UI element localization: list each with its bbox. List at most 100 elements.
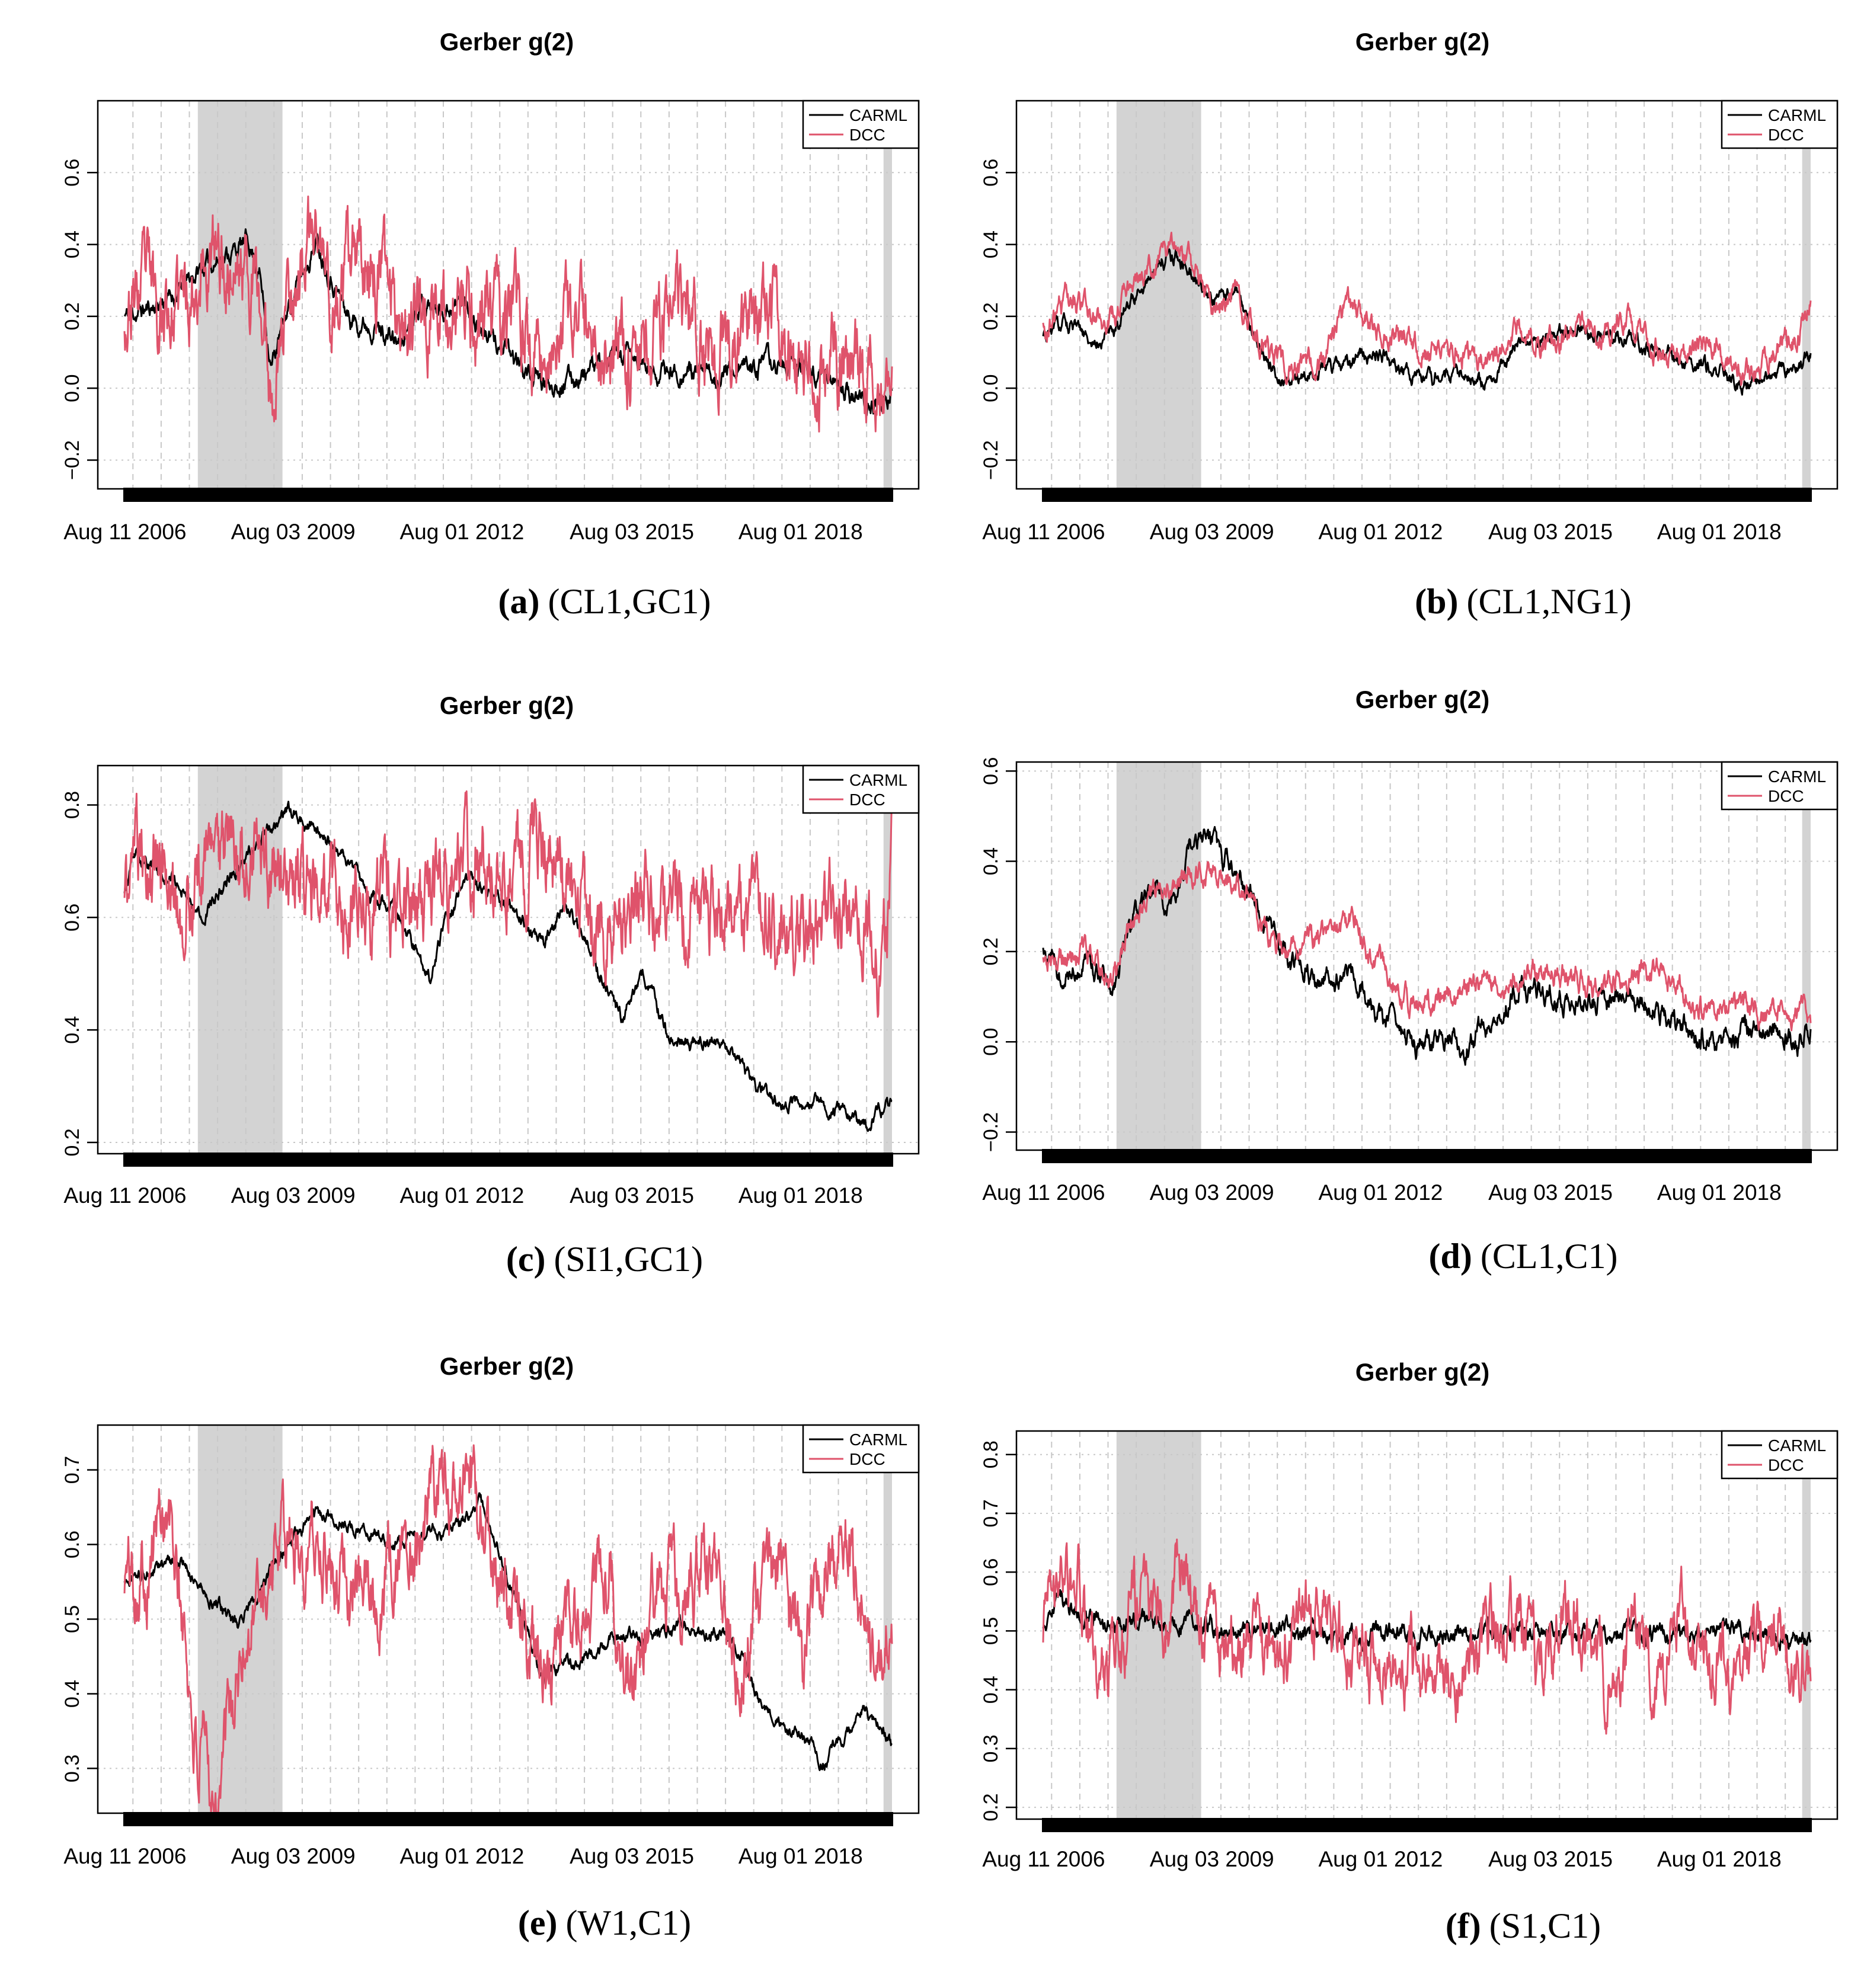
x-tick-label: Aug 03 2009 bbox=[1150, 520, 1274, 544]
series-line-dcc bbox=[1042, 1538, 1812, 1735]
x-tick-label: Aug 01 2012 bbox=[1318, 1180, 1443, 1205]
x-tick-label: Aug 03 2009 bbox=[1150, 1847, 1274, 1871]
x-tick-label: Aug 01 2018 bbox=[738, 1183, 863, 1208]
y-tick-label: −0.2 bbox=[980, 1112, 1002, 1152]
y-tick-label: 0.6 bbox=[61, 1531, 84, 1558]
legend-label-dcc: DCC bbox=[849, 126, 885, 144]
legend-label-dcc: DCC bbox=[1768, 1456, 1804, 1474]
series-line-dcc bbox=[1042, 232, 1812, 386]
series-line-carml bbox=[1042, 826, 1812, 1066]
series-line-dcc bbox=[1042, 861, 1812, 1032]
chart-title: Gerber g(2) bbox=[440, 1352, 574, 1380]
legend-label-carml: CARML bbox=[849, 106, 907, 124]
x-axis-bar bbox=[123, 488, 893, 502]
panel-caption: (e) (W1,C1) bbox=[518, 1903, 691, 1942]
chart-panel-a: −0.2 0.0 0.2 0.4 0.6 Aug 11 2006 Aug 03 2009 Au… bbox=[61, 28, 920, 621]
y-tick-label: −0.2 bbox=[61, 440, 84, 480]
x-tick-label: Aug 01 2012 bbox=[399, 520, 524, 544]
legend-label-dcc: DCC bbox=[849, 1450, 885, 1468]
y-tick-label: 0.4 bbox=[980, 231, 1002, 258]
caption-letter: (b) bbox=[1415, 582, 1458, 621]
y-tick-label: 0.4 bbox=[61, 231, 84, 258]
panel-caption: (b) (CL1,NG1) bbox=[1415, 582, 1632, 621]
y-tick-label: 0.6 bbox=[61, 159, 84, 187]
panel-caption: (f) (S1,C1) bbox=[1446, 1906, 1601, 1945]
caption-letter: (c) bbox=[506, 1240, 546, 1279]
series-line-carml bbox=[123, 228, 893, 417]
x-tick-label: Aug 01 2012 bbox=[1318, 520, 1443, 544]
y-tick-label: 0.2 bbox=[61, 302, 84, 330]
legend-box bbox=[802, 1424, 920, 1474]
legend-box bbox=[1721, 1430, 1839, 1480]
x-tick-label: Aug 01 2018 bbox=[738, 1844, 863, 1868]
y-tick-label: 0.2 bbox=[980, 302, 1002, 330]
caption-pair: (W1,C1) bbox=[565, 1903, 691, 1942]
chart-title: Gerber g(2) bbox=[1355, 1358, 1489, 1386]
x-tick-label: Aug 03 2009 bbox=[231, 520, 356, 544]
y-tick-label: 0.3 bbox=[61, 1755, 84, 1782]
y-tick-label: 0.8 bbox=[980, 1440, 1002, 1468]
shaded-period-1 bbox=[1802, 1431, 1811, 1819]
caption-letter: (e) bbox=[518, 1903, 558, 1942]
y-tick-label: 0.6 bbox=[61, 904, 84, 931]
x-axis-bar bbox=[123, 1153, 893, 1167]
x-axis-bar bbox=[1042, 1818, 1812, 1832]
legend-box bbox=[802, 764, 920, 814]
x-tick-label: Aug 11 2006 bbox=[63, 1183, 186, 1208]
chart-title: Gerber g(2) bbox=[1355, 28, 1489, 56]
caption-pair: (CL1,C1) bbox=[1481, 1237, 1618, 1276]
x-tick-label: Aug 11 2006 bbox=[63, 1844, 186, 1868]
x-tick-label: Aug 03 2009 bbox=[1150, 1180, 1274, 1205]
chart-panel-f: 0.2 0.3 0.4 0.5 0.6 0.7 0.8 Aug 11 2006 Aug 03 2… bbox=[980, 1358, 1839, 1945]
chart-panel-d: −0.2 0.0 0.2 0.4 0.6 Aug 11 2006 Aug 03 2009 Au… bbox=[980, 686, 1839, 1276]
x-tick-label: Aug 03 2015 bbox=[570, 1844, 694, 1868]
chart-panel-e: 0.3 0.4 0.5 0.6 0.7 Aug 11 2006 Aug 03 2009 Aug… bbox=[61, 1352, 920, 1942]
x-tick-label: Aug 03 2015 bbox=[1488, 520, 1613, 544]
y-tick-label: 0.6 bbox=[980, 1558, 1002, 1586]
y-tick-label: 0.6 bbox=[980, 757, 1002, 785]
y-tick-label: 0.0 bbox=[980, 374, 1002, 402]
legend-box bbox=[1721, 761, 1839, 811]
legend-label-dcc: DCC bbox=[1768, 787, 1804, 805]
legend-label-carml: CARML bbox=[849, 771, 907, 789]
y-tick-label: 0.3 bbox=[980, 1734, 1002, 1762]
x-tick-label: Aug 03 2015 bbox=[1488, 1180, 1613, 1205]
caption-pair: (CL1,GC1) bbox=[548, 582, 711, 621]
y-tick-label: 0.2 bbox=[980, 1794, 1002, 1821]
y-tick-label: 0.2 bbox=[980, 937, 1002, 965]
panel-caption: (c) (SI1,GC1) bbox=[506, 1240, 703, 1279]
x-tick-label: Aug 01 2018 bbox=[738, 520, 863, 544]
x-tick-label: Aug 11 2006 bbox=[63, 520, 186, 544]
caption-letter: (a) bbox=[498, 582, 540, 621]
y-tick-label: 0.2 bbox=[61, 1128, 84, 1156]
shaded-period-0 bbox=[1116, 762, 1201, 1150]
x-tick-label: Aug 03 2015 bbox=[1488, 1847, 1613, 1871]
x-tick-label: Aug 11 2006 bbox=[982, 1180, 1105, 1205]
legend: CARML DCC bbox=[802, 100, 920, 149]
chart-title: Gerber g(2) bbox=[440, 28, 574, 56]
panel-caption: (d) (CL1,C1) bbox=[1429, 1237, 1618, 1276]
series-line-dcc bbox=[123, 1444, 893, 1814]
y-tick-label: 0.5 bbox=[980, 1617, 1002, 1645]
x-axis-bar bbox=[1042, 1149, 1812, 1163]
chart-title: Gerber g(2) bbox=[440, 692, 574, 719]
chart-panel-b: −0.2 0.0 0.2 0.4 0.6 Aug 11 2006 Aug 03 2009 Au… bbox=[980, 28, 1839, 621]
shaded-period-0 bbox=[197, 101, 283, 489]
shaded-period-0 bbox=[1116, 101, 1201, 489]
y-tick-label: 0.4 bbox=[980, 1676, 1002, 1704]
shaded-period-0 bbox=[197, 766, 283, 1154]
legend-label-carml: CARML bbox=[1768, 1436, 1826, 1455]
caption-letter: (f) bbox=[1446, 1906, 1481, 1945]
legend-box bbox=[802, 100, 920, 149]
x-tick-label: Aug 03 2015 bbox=[570, 520, 694, 544]
series-line-dcc bbox=[123, 790, 893, 1018]
x-tick-label: Aug 01 2012 bbox=[1318, 1847, 1443, 1871]
shaded-period-1 bbox=[883, 101, 892, 489]
y-tick-label: 0.7 bbox=[980, 1499, 1002, 1527]
x-tick-label: Aug 03 2009 bbox=[231, 1844, 356, 1868]
